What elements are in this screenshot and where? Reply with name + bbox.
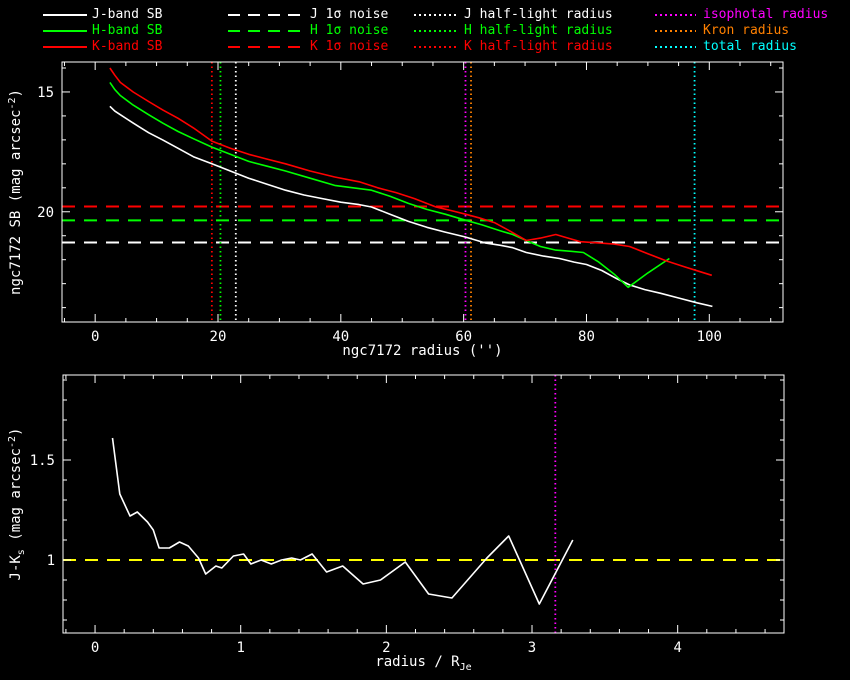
- x-tick-label: 4: [673, 640, 681, 656]
- sb-profile-ticks: [62, 62, 783, 322]
- y-tick-label: 20: [37, 205, 54, 221]
- solid-line-swatch: [43, 46, 87, 48]
- x-tick-label: 0: [91, 329, 99, 345]
- x-tick-label: 80: [578, 329, 595, 345]
- y-tick-label: 15: [37, 85, 54, 101]
- x-tick-label: 1: [236, 640, 244, 656]
- dotted-line-swatch: [414, 46, 456, 48]
- legend-item-label: isophotal radius: [703, 7, 829, 22]
- color-profile-axes-box: [62, 374, 785, 634]
- x-tick-label: 2: [382, 640, 390, 656]
- legend-item-label: H 1σ noise: [310, 23, 389, 38]
- solid-line-swatch: [43, 30, 87, 32]
- y-tick-label: 1.5: [30, 453, 55, 469]
- legend-item-label: total radius: [703, 39, 797, 54]
- dashed-line-swatch: [228, 30, 302, 32]
- dashed-line-swatch: [228, 14, 302, 16]
- legend: J-band SB H-band SB K-band SB J 1σ noise…: [0, 0, 850, 58]
- y-axis-label: J-Ks (mag arcsec-2): [7, 428, 27, 581]
- dotted-line-swatch: [414, 14, 456, 16]
- legend-item-label: J 1σ noise: [310, 7, 389, 22]
- x-axis-label: radius / RJe: [375, 654, 471, 673]
- y-tick-label: 1: [47, 553, 55, 569]
- dotted-line-swatch: [655, 14, 696, 16]
- x-tick-label: 100: [697, 329, 722, 345]
- solid-line-swatch: [43, 14, 87, 16]
- j-band-sb-curve: [109, 105, 713, 308]
- legend-item-label: J-band SB: [92, 7, 163, 22]
- k-band-sb-curve: [109, 67, 713, 277]
- legend-item-label: H half-light radius: [464, 23, 613, 38]
- sb-profile-panel: 0 20 40 60 80 100 15 20 ngc7172 radius ('') ngc71…: [7, 61, 784, 359]
- dotted-line-swatch: [655, 30, 696, 32]
- legend-item-label: Kron radius: [703, 23, 790, 38]
- x-tick-label: 60: [455, 329, 472, 345]
- legend-item-label: K-band SB: [92, 39, 163, 54]
- x-tick-label: 40: [332, 329, 349, 345]
- j-ks-color-profile-curve: [111, 437, 574, 605]
- x-tick-label: 20: [210, 329, 227, 345]
- h-band-sb-curve: [109, 81, 670, 289]
- legend-item-label: H-band SB: [92, 23, 163, 38]
- legend-item-label: J half-light radius: [464, 7, 613, 22]
- dotted-line-swatch: [655, 46, 696, 48]
- legend-item-label: K 1σ noise: [310, 39, 389, 54]
- legend-item-label: K half-light radius: [464, 39, 613, 54]
- x-axis-label: ngc7172 radius (''): [342, 343, 502, 359]
- color-profile-ticks: [63, 375, 784, 633]
- dotted-line-swatch: [414, 30, 456, 32]
- sb-profile-axes-box: [61, 61, 784, 323]
- dashed-line-swatch: [228, 46, 302, 48]
- color-profile-panel: 0 1 2 3 4 1 1.5 radius / RJe J-Ks (mag arcsec-2): [7, 374, 785, 673]
- y-axis-label: ngc7172 SB (mag arcsec-2): [7, 89, 24, 295]
- x-tick-label: 3: [528, 640, 536, 656]
- x-tick-label: 0: [91, 640, 99, 656]
